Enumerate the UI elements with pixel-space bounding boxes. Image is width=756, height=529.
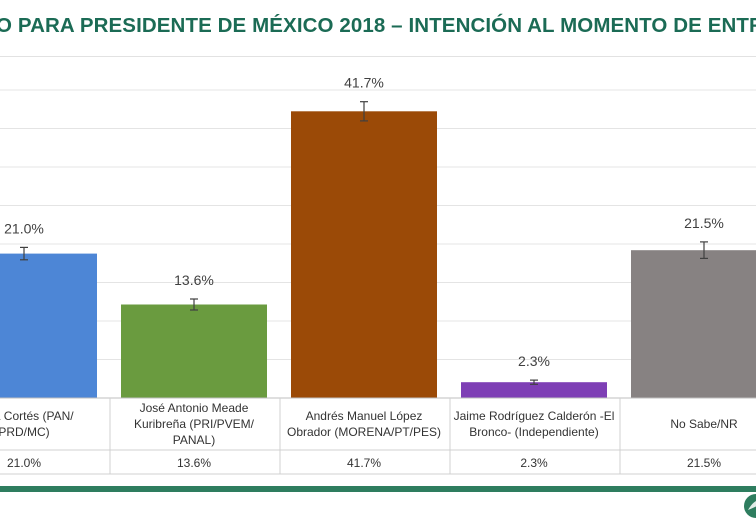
category-label: No Sabe/NR: [670, 417, 738, 431]
bar: [0, 253, 97, 398]
data-table: naya Cortés (PAN/PRD/MC) 21.0% José Antoni…: [0, 397, 756, 475]
leaf-logo-icon: [744, 494, 756, 518]
table-value: 41.7%: [347, 456, 381, 470]
data-label: 21.5%: [684, 215, 724, 231]
table-value: 13.6%: [177, 456, 211, 470]
bar-chart: 21.0% 13.6% 41.7% 2.3% 21.5% naya Cortés (PA…: [0, 75, 756, 475]
data-label: 21.0%: [4, 220, 44, 236]
category-label: naya Cortés (PAN/PRD/MC): [0, 409, 74, 439]
data-labels: 21.0% 13.6% 41.7% 2.3% 21.5%: [4, 75, 724, 369]
error-bars: [20, 101, 708, 385]
category-label: Jaime Rodríguez Calderón -El Bronco- (Ind…: [454, 409, 615, 439]
page-title: O PARA PRESIDENTE DE MÉXICO 2018 – INTEN…: [0, 14, 756, 37]
category-label: José Antonio Meade Kuribreña (PRI/PVEM/PA…: [134, 401, 255, 447]
table-value: 2.3%: [520, 456, 548, 470]
bar: [291, 111, 437, 399]
footer-band: [0, 486, 756, 492]
bar: [121, 304, 267, 398]
table-value: 21.0%: [7, 456, 41, 470]
data-label: 41.7%: [344, 75, 384, 91]
bar: [631, 250, 756, 398]
data-label: 13.6%: [174, 272, 214, 288]
table-value: 21.5%: [687, 456, 721, 470]
title-divider: [0, 56, 756, 57]
bars: [0, 111, 756, 399]
category-label: Andrés Manuel López Obrador (MORENA/PT/PE…: [287, 409, 441, 439]
data-label: 2.3%: [518, 353, 550, 369]
bar: [461, 382, 607, 398]
